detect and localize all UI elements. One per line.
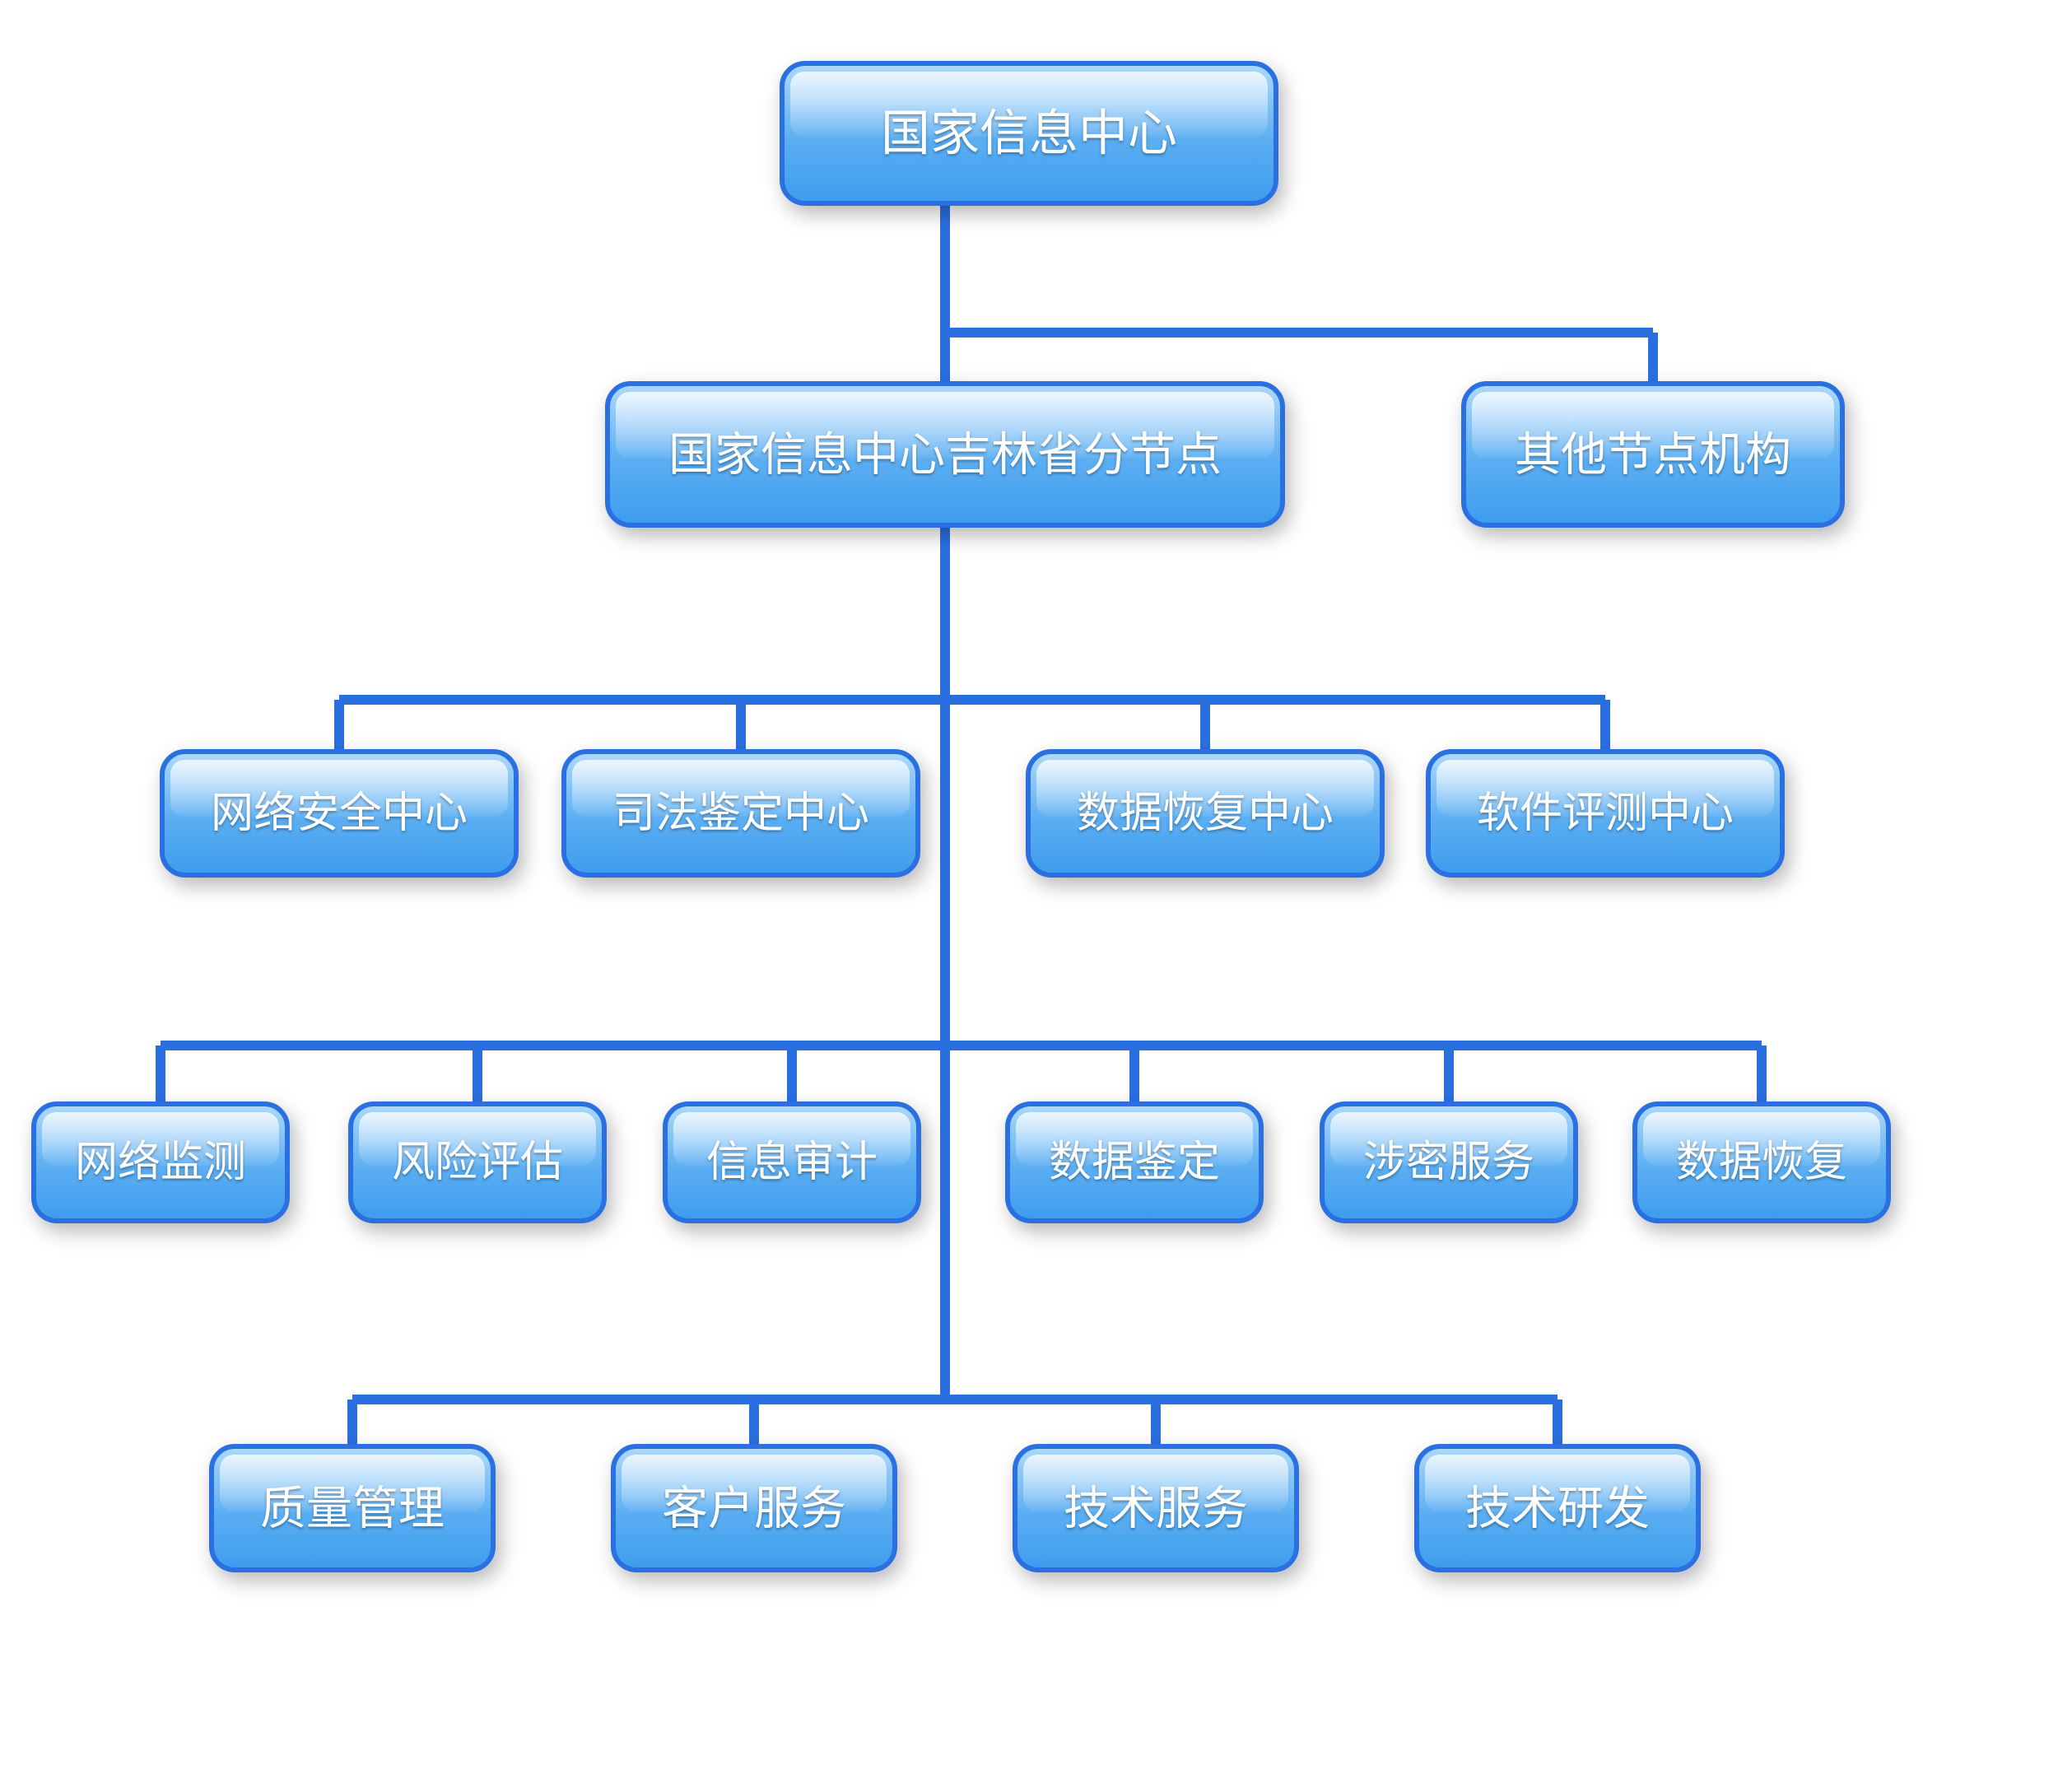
org-node-b2: 客户服务	[613, 1446, 895, 1570]
org-node-label: 涉密服务	[1363, 1139, 1534, 1186]
org-node-c2: 司法鉴定中心	[564, 752, 918, 875]
org-node-root: 国家信息中心	[782, 63, 1276, 203]
org-node-label: 数据恢复中心	[1077, 789, 1334, 837]
org-node-label: 技术研发	[1465, 1483, 1650, 1535]
org-node-s2: 风险评估	[351, 1104, 604, 1221]
org-node-label: 国家信息中心吉林省分节点	[668, 429, 1222, 481]
org-node-c4: 软件评测中心	[1428, 752, 1782, 875]
nodes: 国家信息中心国家信息中心吉林省分节点其他节点机构网络安全中心司法鉴定中心数据恢复…	[34, 63, 1888, 1570]
org-node-other: 其他节点机构	[1464, 384, 1842, 525]
org-node-b3: 技术服务	[1015, 1446, 1297, 1570]
org-node-label: 软件评测中心	[1477, 789, 1734, 837]
org-node-label: 客户服务	[662, 1483, 846, 1535]
org-node-label: 网络安全中心	[211, 789, 468, 837]
org-node-s6: 数据恢复	[1635, 1104, 1888, 1221]
org-node-b1: 质量管理	[212, 1446, 493, 1570]
org-node-b4: 技术研发	[1417, 1446, 1698, 1570]
org-node-label: 其他节点机构	[1515, 429, 1791, 481]
org-node-c3: 数据恢复中心	[1028, 752, 1382, 875]
org-node-label: 数据恢复	[1676, 1139, 1847, 1186]
org-node-label: 国家信息中心	[881, 106, 1177, 161]
org-node-label: 风险评估	[392, 1139, 563, 1186]
org-node-jilin: 国家信息中心吉林省分节点	[608, 384, 1283, 525]
org-chart: 国家信息中心国家信息中心吉林省分节点其他节点机构网络安全中心司法鉴定中心数据恢复…	[0, 0, 2072, 1779]
org-node-s5: 涉密服务	[1322, 1104, 1576, 1221]
org-node-label: 司法鉴定中心	[612, 789, 869, 837]
org-node-label: 数据鉴定	[1049, 1139, 1220, 1186]
org-node-s3: 信息审计	[665, 1104, 919, 1221]
org-node-c1: 网络安全中心	[162, 752, 516, 875]
org-node-s1: 网络监测	[34, 1104, 287, 1221]
org-node-label: 网络监测	[75, 1139, 246, 1186]
org-node-label: 技术服务	[1064, 1483, 1248, 1535]
org-node-s4: 数据鉴定	[1008, 1104, 1261, 1221]
org-node-label: 质量管理	[260, 1483, 445, 1535]
org-node-label: 信息审计	[706, 1139, 878, 1186]
